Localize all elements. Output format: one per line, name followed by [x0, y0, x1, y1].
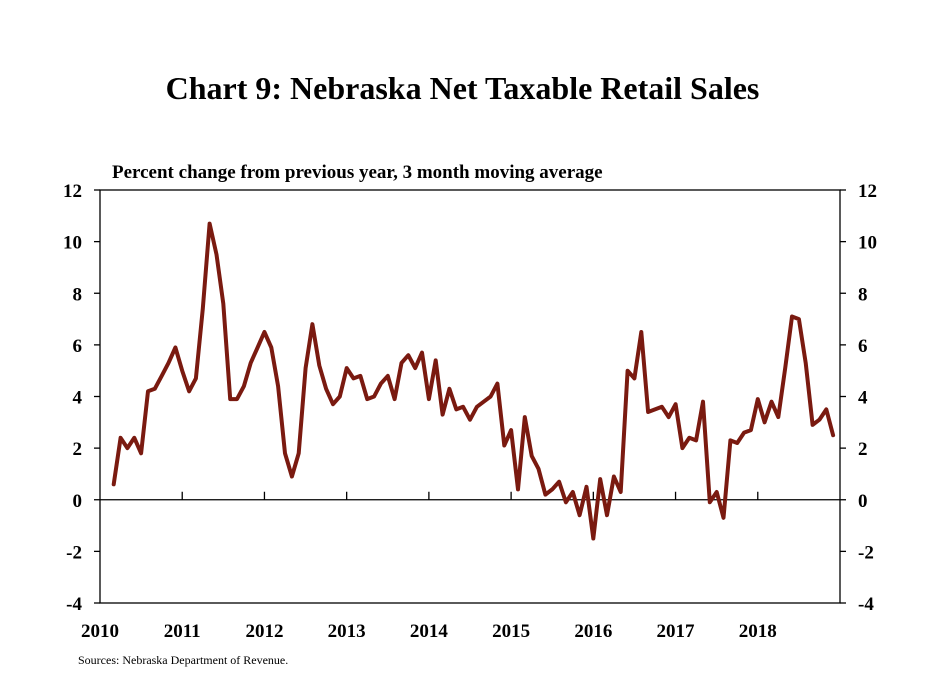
- x-tick-label: 2014: [410, 621, 449, 642]
- plot-frame: [99, 189, 841, 604]
- x-tick-label: 2016: [574, 621, 612, 642]
- chart-source-note: Sources: Nebraska Department of Revenue.: [78, 653, 289, 667]
- chart-subtitle: Percent change from previous year, 3 mon…: [112, 162, 603, 183]
- chart-title: Chart 9: Nebraska Net Taxable Retail Sal…: [165, 70, 760, 106]
- y-tick-label-left: 0: [73, 491, 83, 512]
- y-tick-label-left: -4: [66, 594, 82, 615]
- y-tick-label-right: 6: [858, 336, 868, 357]
- x-tick-label: 2011: [164, 621, 201, 642]
- x-tick-label: 2018: [739, 621, 777, 642]
- y-tick-label-left: 10: [63, 233, 82, 254]
- y-tick-label-right: -2: [858, 542, 874, 563]
- y-tick-label-right: 10: [858, 233, 877, 254]
- y-tick-label-left: 2: [73, 439, 83, 460]
- y-tick-label-left: 6: [73, 336, 83, 357]
- x-tick-label: 2012: [245, 621, 283, 642]
- y-tick-label-left: 12: [63, 181, 82, 202]
- y-tick-label-left: 4: [73, 388, 83, 409]
- x-tick-label: 2017: [657, 621, 696, 642]
- y-tick-label-right: 4: [858, 388, 868, 409]
- y-tick-label-right: 0: [858, 491, 868, 512]
- y-tick-label-right: 12: [858, 181, 877, 202]
- x-tick-label: 2013: [328, 621, 366, 642]
- y-tick-label-right: 2: [858, 439, 868, 460]
- y-tick-label-right: 8: [858, 284, 868, 305]
- x-tick-label: 2010: [81, 621, 119, 642]
- y-tick-label-left: -2: [66, 542, 82, 563]
- x-tick-label: 2015: [492, 621, 530, 642]
- series-line: [111, 221, 836, 541]
- y-tick-label-left: 8: [73, 284, 83, 305]
- y-tick-label-right: -4: [858, 594, 874, 615]
